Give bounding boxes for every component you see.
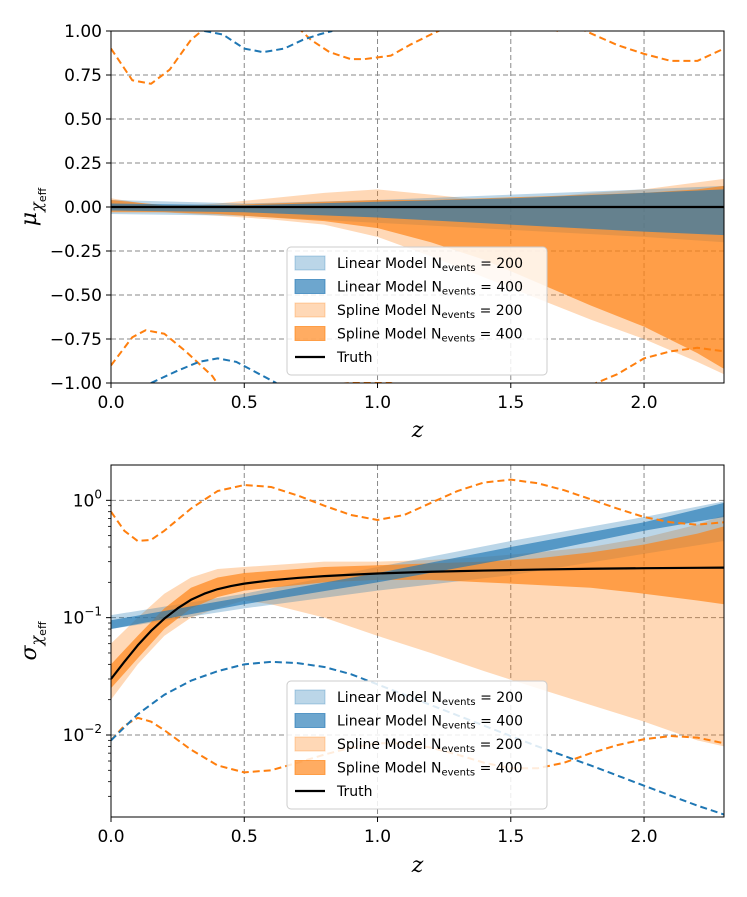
band-linear-model-n-400 — [111, 189, 724, 236]
y-tick-label: 10−1 — [63, 605, 102, 629]
legend-item: Linear Model Nevents = 200 — [294, 689, 523, 708]
band-linear-model-n-400 — [111, 502, 724, 630]
x-tick-label: 0.0 — [97, 827, 124, 847]
legend-item: Linear Model Nevents = 400 — [294, 713, 523, 732]
legend-item: Spline Model Nevents = 400 — [294, 760, 523, 779]
y-tick-label: −0.50 — [50, 286, 102, 306]
x-tick-label: 1.5 — [497, 393, 524, 413]
legend-item: Spline Model Nevents = 400 — [294, 326, 523, 345]
line-truth — [111, 566, 724, 680]
legend-label: Linear Model Nevents = 200 — [337, 690, 523, 708]
y-tick-label: 0.75 — [64, 66, 102, 86]
y-axis-label: σχeff — [17, 621, 49, 661]
x-tick-label: 0.5 — [231, 393, 258, 413]
line-linear-prior-upper — [204, 31, 333, 54]
y-tick-label: 1.00 — [64, 22, 102, 42]
y-tick-label: 0.25 — [64, 154, 102, 174]
legend-box — [286, 680, 548, 810]
plot-area — [111, 31, 724, 383]
legend-swatch — [294, 736, 326, 752]
y-tick-label: 10−2 — [63, 722, 102, 746]
legend-label: Spline Model Nevents = 200 — [337, 737, 523, 755]
legend-swatch — [294, 760, 326, 775]
legend-label: Truth — [336, 784, 373, 800]
plot-area — [111, 478, 724, 816]
legend-item: Truth — [295, 350, 373, 366]
x-axis-label: z — [411, 418, 424, 443]
axes-frame — [110, 464, 725, 818]
line-spline-prior-lower — [111, 716, 724, 774]
panel-bottom: 0.0 0.5 1.0 1.5 2.0 100 10−1 10−2 z σχeff Linear M… — [17, 464, 725, 878]
legend-swatch — [294, 255, 326, 271]
y-axis-label: μχeff — [17, 187, 49, 226]
y-tick-label: 0.00 — [64, 198, 102, 218]
legend-swatch — [294, 302, 326, 318]
legend-item: Spline Model Nevents = 200 — [294, 302, 523, 321]
x-axis-label: z — [411, 853, 424, 878]
band-spline-model-n-400 — [111, 185, 724, 369]
legend-label: Spline Model Nevents = 400 — [337, 327, 523, 345]
legend-label: Linear Model Nevents = 200 — [337, 256, 523, 274]
legend-swatch — [294, 326, 326, 341]
legend-swatch — [294, 713, 326, 728]
y-tick-label: 100 — [73, 487, 102, 511]
line-linear-prior-lower — [111, 660, 724, 816]
legend-label: Spline Model Nevents = 400 — [337, 761, 523, 779]
legend-box — [286, 246, 548, 376]
x-tick-label: 1.5 — [497, 827, 524, 847]
y-tick-label: −0.25 — [50, 242, 102, 262]
legend-item: Linear Model Nevents = 400 — [294, 279, 523, 298]
x-tick-label: 1.0 — [364, 827, 391, 847]
line-spline-prior-upper — [111, 31, 724, 85]
legend-swatch — [294, 689, 326, 705]
band-spline-model-n-400 — [111, 526, 724, 689]
x-tick-label: 2.0 — [631, 827, 658, 847]
panel-top: 0.0 0.5 1.0 1.5 2.0 1.00 0.75 0.50 0.25 0.00 −0.25… — [17, 22, 725, 443]
legend-swatch — [294, 279, 326, 294]
legend-item: Truth — [295, 784, 373, 800]
legend-label: Spline Model Nevents = 200 — [337, 303, 523, 321]
x-tick-label: 0.5 — [231, 827, 258, 847]
legend: Linear Model Nevents = 200 Linear Model N… — [286, 680, 548, 810]
legend-item: Linear Model Nevents = 200 — [294, 255, 523, 274]
y-tick-label: 0.50 — [64, 110, 102, 130]
line-spline-prior-lower — [111, 329, 724, 383]
legend: Linear Model Nevents = 200 Linear Model N… — [286, 246, 548, 376]
x-tick-label: 1.0 — [364, 393, 391, 413]
legend-label: Linear Model Nevents = 400 — [337, 280, 523, 298]
legend-label: Linear Model Nevents = 400 — [337, 714, 523, 732]
line-linear-prior-lower — [150, 357, 277, 383]
x-tick-label: 0.0 — [97, 393, 124, 413]
legend-item: Spline Model Nevents = 200 — [294, 736, 523, 755]
y-tick-label: −1.00 — [50, 374, 102, 394]
y-tick-label: −0.75 — [50, 330, 102, 350]
x-tick-label: 2.0 — [631, 393, 658, 413]
legend-label: Truth — [336, 350, 373, 366]
